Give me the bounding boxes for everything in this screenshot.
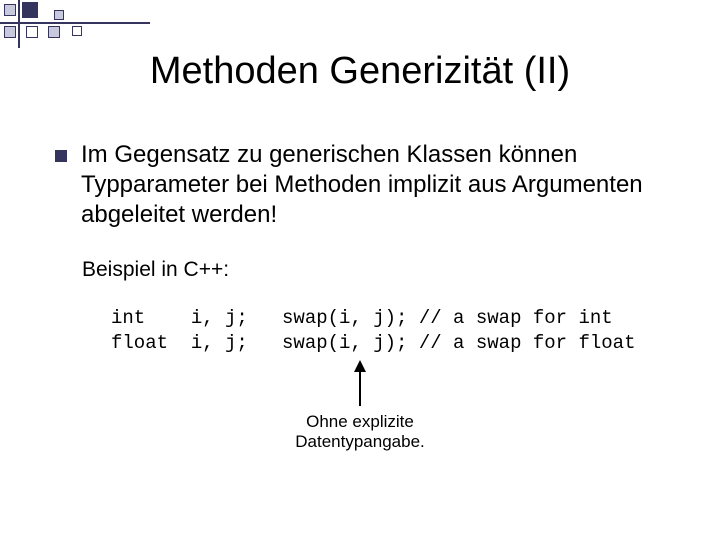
annotation-line-2: Datentypangabe.	[295, 432, 425, 451]
annotation: Ohne explizite Datentypangabe.	[260, 360, 460, 453]
corner-decoration	[0, 0, 150, 50]
bullet-marker	[55, 150, 67, 162]
bullet-item: Im Gegensatz zu generischen Klassen könn…	[55, 140, 680, 230]
code-line-1: int i, j; swap(i, j); // a swap for int	[111, 307, 613, 329]
body-text: Im Gegensatz zu generischen Klassen könn…	[81, 140, 680, 230]
annotation-text: Ohne explizite Datentypangabe.	[260, 412, 460, 453]
code-line-2: float i, j; swap(i, j); // a swap for fl…	[111, 332, 636, 354]
arrow-icon	[350, 360, 370, 408]
example-label: Beispiel in C++:	[82, 258, 680, 282]
annotation-line-1: Ohne explizite	[306, 412, 414, 431]
slide-title: Methoden Generizität (II)	[0, 50, 720, 93]
slide-content: Im Gegensatz zu generischen Klassen könn…	[55, 140, 680, 355]
code-block: int i, j; swap(i, j); // a swap for int …	[111, 306, 680, 355]
